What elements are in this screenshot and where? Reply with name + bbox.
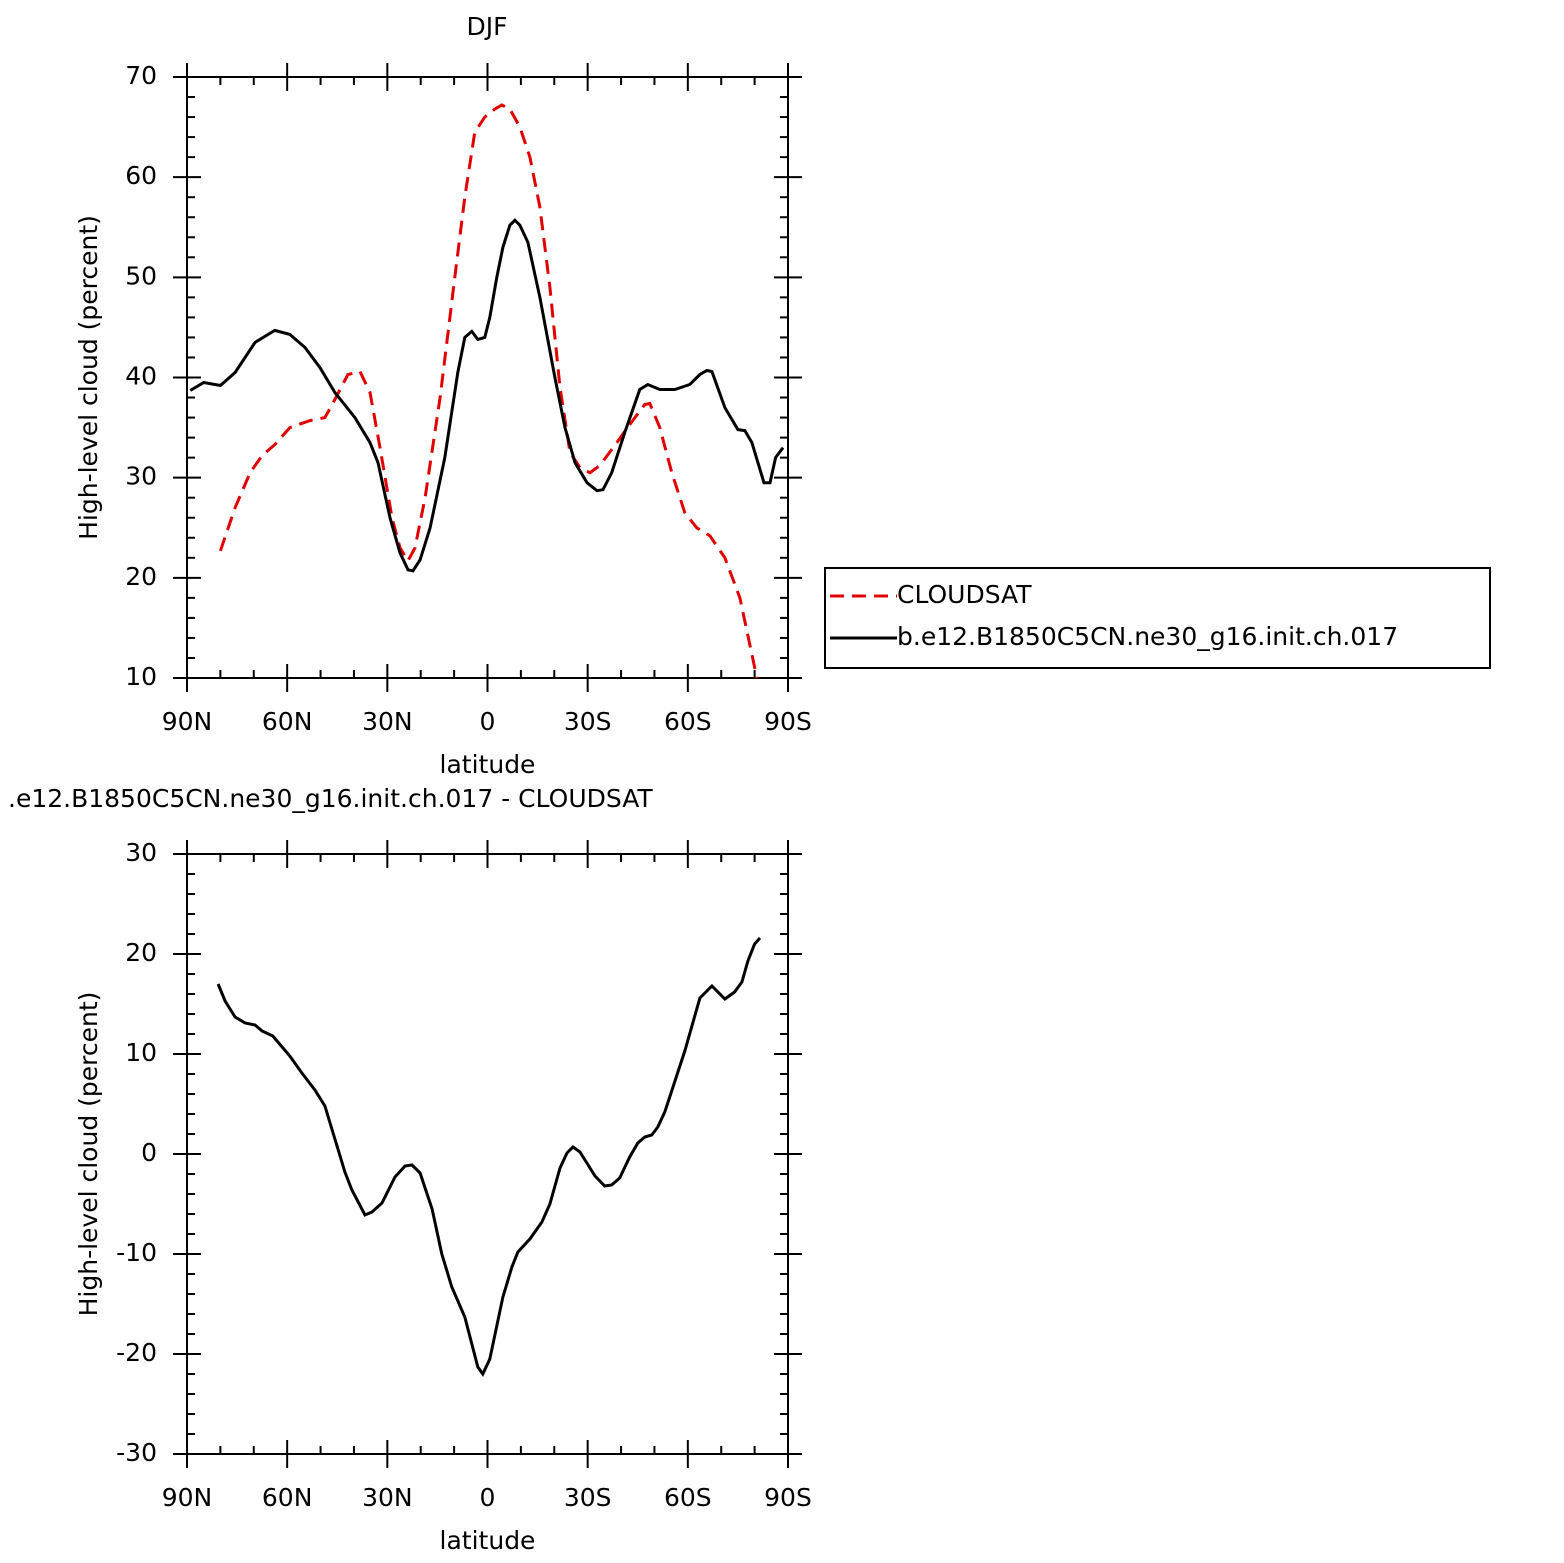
x-axis-label: latitude xyxy=(440,750,536,779)
x-tick-label: 60S xyxy=(664,1483,712,1512)
y-tick-label: 20 xyxy=(125,938,157,967)
x-tick-label: 30N xyxy=(362,1483,413,1512)
y-axis-label: High-level cloud (percent) xyxy=(74,992,103,1317)
x-tick-label: 60N xyxy=(262,707,313,736)
y-tick-label: 0 xyxy=(141,1138,157,1167)
data-line xyxy=(189,218,785,573)
chart-title: .e12.B1850C5CN.ne30_g16.init.ch.017 - CL… xyxy=(8,784,653,813)
y-tick-label: 20 xyxy=(125,562,157,591)
y-axis-label: High-level cloud (percent) xyxy=(74,215,103,540)
x-tick-label: 30S xyxy=(564,1483,612,1512)
y-tick-label: 10 xyxy=(125,662,157,691)
x-tick-label: 0 xyxy=(480,707,496,736)
y-tick-label: 30 xyxy=(125,838,157,867)
x-tick-label: 90N xyxy=(162,1483,213,1512)
x-tick-label: 30N xyxy=(362,707,413,736)
y-tick-label: 60 xyxy=(125,161,157,190)
x-tick-label: 90S xyxy=(764,1483,812,1512)
plot-frame xyxy=(186,853,789,1455)
x-tick-label: 60N xyxy=(262,1483,313,1512)
y-tick-label: 50 xyxy=(125,261,157,290)
y-tick-label: -20 xyxy=(116,1338,157,1367)
data-line xyxy=(216,936,762,1377)
x-tick-label: 90S xyxy=(764,707,812,736)
x-tick-label: 0 xyxy=(480,1483,496,1512)
x-axis-label: latitude xyxy=(440,1526,536,1555)
legend-label: b.e12.B1850C5CN.ne30_g16.init.ch.017 xyxy=(897,622,1398,651)
y-tick-label: 40 xyxy=(125,362,157,391)
legend-label: CLOUDSAT xyxy=(897,580,1032,609)
x-tick-label: 30S xyxy=(564,707,612,736)
y-tick-label: 70 xyxy=(125,61,157,90)
plot-frame xyxy=(186,76,789,679)
legend-box xyxy=(824,567,1491,669)
y-tick-label: 30 xyxy=(125,462,157,491)
y-tick-label: -30 xyxy=(116,1438,157,1467)
x-tick-label: 60S xyxy=(664,707,712,736)
y-tick-label: 10 xyxy=(125,1038,157,1067)
x-tick-label: 90N xyxy=(162,707,213,736)
data-line xyxy=(218,103,759,679)
y-tick-label: -10 xyxy=(116,1238,157,1267)
chart-title: DJF xyxy=(466,12,507,41)
